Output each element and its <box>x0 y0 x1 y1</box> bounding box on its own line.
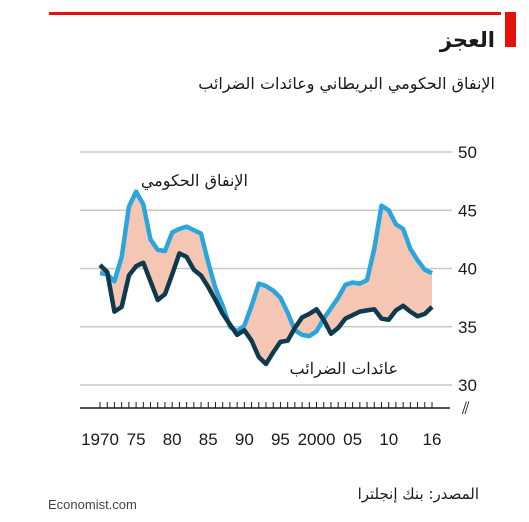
x-tick-label-10: 10 <box>379 430 398 449</box>
y-tick-label-30: 30 <box>458 376 477 395</box>
x-axis-tick-labels: 1970 75 80 85 90 95 2000 05 10 16 <box>81 430 441 449</box>
x-tick-label-16: 16 <box>423 430 442 449</box>
annotation-revenue: عائدات الضرائب <box>290 359 399 378</box>
x-tick-label-1970: 1970 <box>81 430 119 449</box>
x-tick-label-75: 75 <box>127 430 146 449</box>
y-axis-tick-labels: 30 35 40 45 50 <box>458 143 477 395</box>
x-tick-label-05: 05 <box>343 430 362 449</box>
source-note: المصدر: بنك إنجلترا <box>357 485 479 503</box>
series-points <box>99 191 433 365</box>
deficit-gap-area <box>100 191 432 364</box>
x-tick-label-85: 85 <box>199 430 218 449</box>
y-tick-label-50: 50 <box>458 143 477 162</box>
chart-title: العجز <box>439 28 495 52</box>
top-accent-rule <box>49 12 501 15</box>
x-tick-label-80: 80 <box>163 430 182 449</box>
annotation-spending: الإنفاق الحكومي <box>141 171 248 190</box>
y-tick-label-45: 45 <box>458 201 477 220</box>
y-tick-label-40: 40 <box>458 260 477 279</box>
x-axis <box>80 402 450 409</box>
deficit-line-chart: 30 35 40 45 50 1970 75 80 85 90 95 2000 05 10 16 ⫽ ال… <box>80 143 477 449</box>
y-tick-label-35: 35 <box>458 318 477 337</box>
brand-credit: Economist.com <box>48 497 137 512</box>
corner-accent-tag <box>505 12 516 47</box>
axis-break-icon: ⫽ <box>461 399 470 418</box>
chart-subtitle: الإنفاق الحكومي البريطاني وعائدات الضرائ… <box>198 74 495 93</box>
x-tick-label-95: 95 <box>271 430 290 449</box>
x-tick-label-90: 90 <box>235 430 254 449</box>
x-tick-label-2000: 2000 <box>298 430 336 449</box>
